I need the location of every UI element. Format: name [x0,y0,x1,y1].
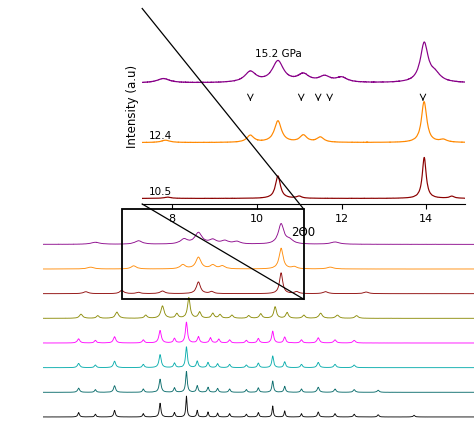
Text: 12.4: 12.4 [148,131,172,141]
Y-axis label: Intensity (a.u): Intensity (a.u) [127,65,139,148]
Bar [122,209,304,299]
Text: 10.5: 10.5 [148,187,172,197]
Text: 15.2 GPa: 15.2 GPa [255,49,301,59]
X-axis label: 2Θ0: 2Θ0 [292,227,315,240]
